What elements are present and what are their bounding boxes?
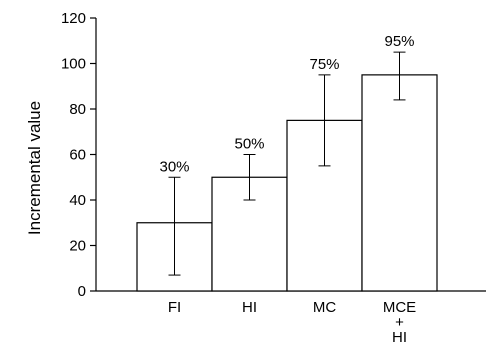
data-label: 95%: [384, 33, 414, 50]
x-tick-label: +: [395, 314, 404, 331]
y-tick-label: 40: [69, 192, 86, 209]
x-tick-label: HI: [242, 299, 257, 316]
error-bars: [168, 51, 406, 276]
y-tick-label: 0: [78, 283, 86, 300]
x-tick-label: MC: [313, 299, 336, 316]
bar: [361, 74, 438, 292]
data-label: 30%: [159, 158, 189, 175]
y-tick-label: 120: [61, 10, 86, 27]
y-tick-label: 20: [69, 238, 86, 255]
bars: [136, 74, 438, 292]
data-labels: 30% 50% 75% 95%: [159, 33, 414, 175]
x-tick-label: FI: [168, 299, 181, 316]
y-axis-label: Incremental value: [25, 101, 44, 235]
data-label: 50%: [234, 136, 264, 153]
x-tick-label: MCE: [383, 299, 416, 316]
data-label: 75%: [309, 56, 339, 73]
x-tick-label: HI: [392, 329, 407, 346]
y-tick-label: 100: [61, 56, 86, 73]
x-tick-labels: FI HI MC MCE+HI: [168, 299, 416, 346]
y-tick-label: 80: [69, 101, 86, 118]
y-tick-label: 60: [69, 147, 86, 164]
